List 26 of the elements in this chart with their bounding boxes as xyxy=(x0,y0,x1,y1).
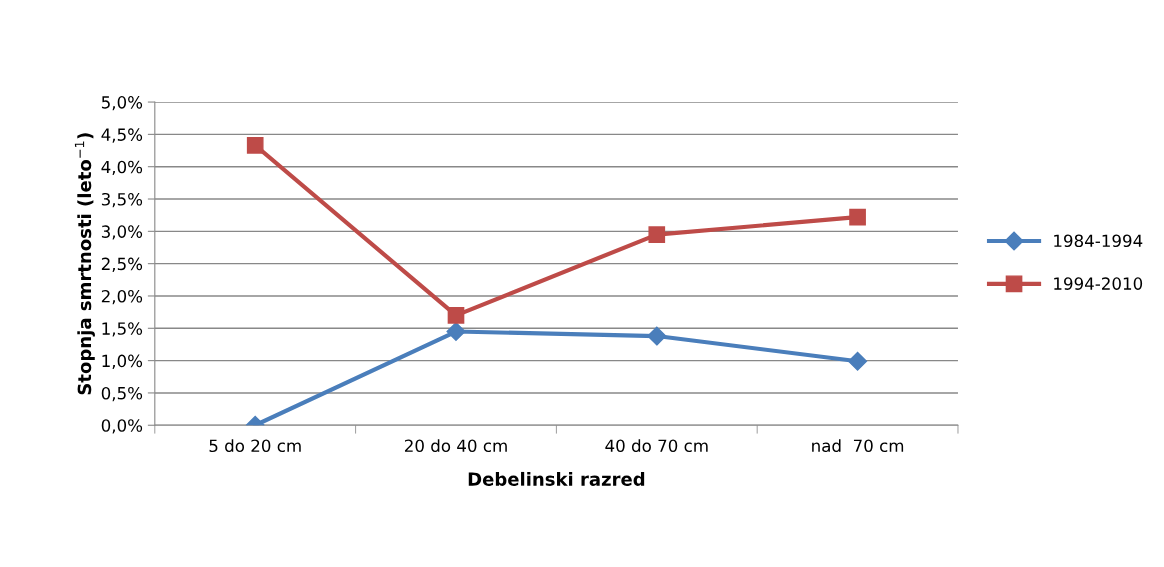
point xyxy=(849,208,866,226)
point xyxy=(647,326,667,346)
y-tick-label: 3,0% xyxy=(101,225,143,240)
legend-label: 1994-2010 xyxy=(1054,277,1143,290)
y-tick-label: 2,0% xyxy=(101,289,143,305)
x-tick-label: 40 do 70 cm xyxy=(605,439,708,453)
point xyxy=(446,321,466,342)
y-tick-label: 5,0% xyxy=(101,96,143,111)
point xyxy=(848,351,868,371)
point xyxy=(246,137,264,154)
x-tick-label: 5 do 20 cm xyxy=(209,439,301,453)
point xyxy=(648,226,666,243)
y-tick-label: 0,0% xyxy=(101,419,143,434)
y-tick-label: 1,0% xyxy=(102,354,143,369)
y-tick-label: 4,0% xyxy=(101,160,143,175)
y-axis-title: Stopnja smrtnosti (leto$^{−1}$) xyxy=(74,133,95,395)
y-tick-label: 0,5% xyxy=(101,386,143,402)
y-tick-label: 2,5% xyxy=(101,257,143,272)
y-tick-label: 1,5% xyxy=(102,322,143,337)
point xyxy=(447,307,465,324)
legend-label: 1984-1994 xyxy=(1054,234,1143,248)
x-tick-label: 20 do 40 cm xyxy=(404,439,507,453)
x-tick-label: nad 70 cm xyxy=(812,439,904,453)
y-tick-label: 4,5% xyxy=(101,128,143,143)
x-axis-title: Debelinski razred xyxy=(468,471,645,486)
y-tick-label: 3,5% xyxy=(101,192,143,208)
